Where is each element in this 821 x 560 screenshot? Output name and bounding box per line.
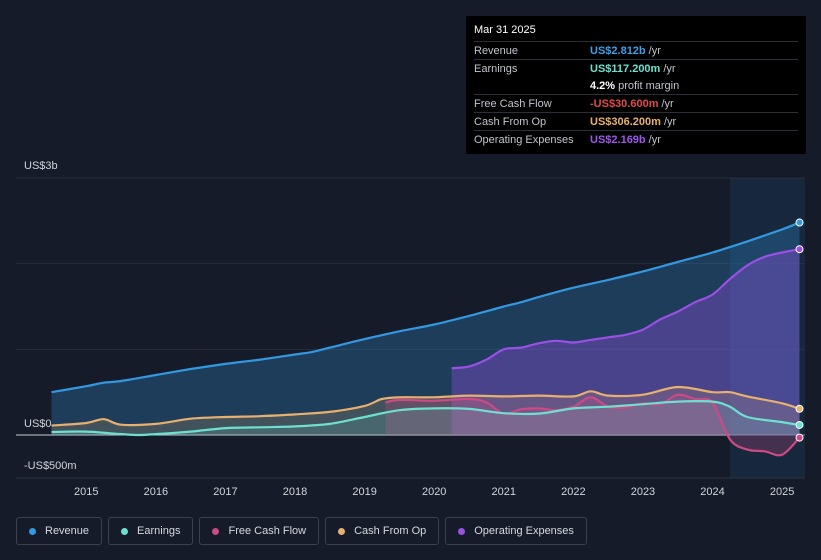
legend-dot-icon (29, 527, 36, 535)
tooltip-row-unit: /yr (661, 97, 674, 110)
x-tick-label: 2021 (492, 486, 516, 498)
tooltip-row: Revenue US$2.812b/yr (474, 41, 798, 59)
tooltip-rows: Revenue US$2.812b/yr Earnings US$117.200m/y… (474, 41, 798, 148)
forecast-band (729, 178, 805, 478)
tooltip-row-value: US$2.812b (590, 44, 646, 57)
tooltip-row: Operating Expenses US$2.169b/yr (474, 130, 798, 148)
tooltip-row: Cash From Op US$306.200m/yr (474, 112, 798, 130)
legend-item[interactable]: Earnings (108, 517, 194, 545)
x-axis-labels: 2015 2016 2017 2018 2019 2020 2021 2022 2023 2024… (74, 486, 794, 498)
x-tick-label: 2022 (561, 486, 585, 498)
series-endpoint-revenue (795, 218, 804, 227)
x-tick-label: 2019 (352, 486, 376, 498)
series-endpoints (795, 218, 804, 442)
series-line-earnings (51, 399, 800, 437)
tooltip-row-unit: /yr (663, 62, 676, 75)
legend-label: Earnings (137, 525, 181, 537)
tooltip-row: Earnings US$117.200m/yr (474, 59, 798, 77)
tooltip-row-unit: /yr (663, 115, 677, 128)
tooltip-row-unit: /yr (648, 44, 661, 57)
tooltip-row: Free Cash Flow -US$30.600m/yr (474, 94, 798, 112)
legend-item[interactable]: Free Cash Flow (199, 517, 320, 545)
tooltip-row-value: 4.2% (590, 79, 616, 92)
tooltip-row-value: US$2.169b (590, 133, 646, 146)
y-axis-labels: US$3b US$0 -US$500m (24, 160, 77, 472)
legend-dot-icon (458, 527, 466, 535)
x-tick-label: 2024 (700, 486, 724, 498)
tooltip-row-label: Free Cash Flow (474, 97, 552, 110)
series-line-cfo (51, 385, 800, 427)
tooltip-row-value: -US$30.600m (590, 97, 659, 110)
series-area-earnings (51, 401, 800, 435)
x-tick-label: 2020 (422, 486, 446, 498)
legend-dot-icon (212, 527, 220, 535)
y-tick-label: US$3b (24, 160, 58, 172)
x-tick-label: 2018 (283, 486, 307, 498)
series-area-fcf (385, 394, 800, 456)
series-endpoint-fcf (795, 433, 804, 442)
legend-item[interactable]: Operating Expenses (445, 517, 587, 545)
series-line-opex (451, 248, 800, 370)
series-areas (51, 222, 800, 456)
legend-dot-icon (338, 527, 346, 535)
tooltip-panel: Mar 31 2025 Revenue US$2.812b/yr Earnings U… (466, 16, 806, 154)
legend-label: Operating Expenses (474, 525, 574, 537)
x-tick-label: 2015 (74, 486, 98, 498)
tooltip-row-unit: /yr (648, 133, 661, 146)
chart-legend: Revenue Earnings Free Cash Flow Cash From O… (16, 517, 587, 545)
legend-item[interactable]: Revenue (16, 517, 103, 545)
y-tick-label: US$0 (24, 418, 52, 430)
tooltip-row-label: Operating Expenses (474, 133, 574, 146)
tooltip-row-unit: profit margin (618, 79, 680, 92)
legend-label: Cash From Op (354, 525, 427, 537)
tooltip-row-value: US$117.200m (590, 62, 661, 75)
series-area-cfo (51, 386, 800, 435)
series-endpoint-earnings (795, 420, 804, 429)
y-tick-label: -US$500m (24, 460, 77, 472)
tooltip-row: 4.2% profit margin (474, 77, 798, 94)
x-tick-label: 2016 (144, 486, 168, 498)
series-endpoint-cfo (795, 404, 804, 413)
tooltip-date: Mar 31 2025 (474, 24, 536, 36)
legend-label: Revenue (45, 525, 90, 537)
tooltip-row-label: Revenue (474, 44, 519, 57)
series-endpoint-opex (795, 245, 804, 254)
legend-item[interactable]: Cash From Op (325, 517, 440, 545)
tooltip-row-value: US$306.200m (590, 115, 661, 128)
series-area-revenue (51, 222, 800, 435)
tooltip-row-label: Earnings (474, 62, 518, 75)
x-tick-label: 2023 (631, 486, 655, 498)
tooltip-row-label: Cash From Op (474, 115, 547, 128)
series-line-revenue (51, 221, 800, 394)
series-lines (51, 221, 801, 457)
legend-dot-icon (121, 527, 129, 535)
x-tick-label: 2025 (770, 486, 794, 498)
x-tick-label: 2017 (213, 486, 237, 498)
legend-label: Free Cash Flow (228, 525, 307, 537)
